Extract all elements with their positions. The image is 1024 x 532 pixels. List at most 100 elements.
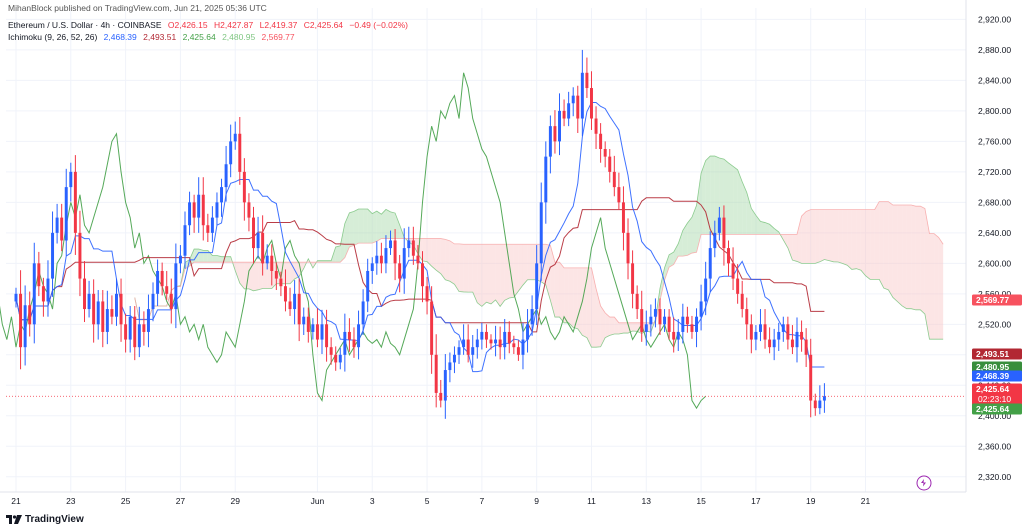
price-badge-label: 2,468.39 [976,371,1009,381]
candle-body [644,324,648,332]
cloud-segment [728,162,734,235]
candle-body [480,331,484,340]
cloud-segment [929,233,935,340]
candle-body [813,400,817,409]
cloud-segment [582,267,587,338]
candle-body [238,133,242,172]
candle-body [571,95,575,104]
cloud-segment [746,192,752,235]
cloud-segment [701,160,706,235]
close-value: C2,425.64 [303,20,344,30]
candle-body [83,278,86,310]
candle-body [379,255,383,264]
candle-body [124,324,128,340]
indicator-name: Ichimoku (9, 26, 52, 26) [8,32,98,42]
tradingview-brand[interactable]: TradingView [6,514,84,525]
y-tick-label: 2,320.00 [978,472,1011,482]
candle-body [402,248,406,279]
candle-body [361,301,365,325]
y-tick-label: 2,360.00 [978,441,1011,451]
candle-body [297,293,301,325]
candle-body [64,187,68,241]
candle-body [585,72,589,89]
cloud-segment [280,262,286,284]
cloud-segment [819,209,825,262]
y-tick-label: 2,400.00 [978,411,1011,421]
cloud-segment [550,245,555,318]
cloud-segment [372,211,377,244]
tradingview-logo-icon [6,514,22,524]
x-tick-label: 23 [66,496,76,506]
cloud-segment [390,211,396,239]
y-tick-label: 2,720.00 [978,167,1011,177]
y-tick-label: 2,560.00 [978,289,1011,299]
candle-body [503,331,507,348]
cloud-segment [586,267,592,348]
cloud-segment [614,317,619,335]
cloud-segment [385,209,391,239]
candle-body [663,316,667,325]
candle-body [197,194,201,218]
y-tick-label: 2,800.00 [978,106,1011,116]
candle-body [777,331,781,340]
symbol-legend[interactable]: Ethereum / U.S. Dollar · 4h · COINBASE O… [8,20,412,30]
candle-body [763,324,767,340]
candle-body [603,149,607,157]
cloud-segment [751,208,756,235]
cloud-segment [239,262,245,289]
cloud-segment [605,312,610,338]
cloud-segment [783,234,788,248]
candle-body [708,248,712,279]
indicator-legend[interactable]: Ichimoku (9, 26, 52, 26) 2,468.39 2,493.… [8,32,299,42]
candle-body [119,293,123,325]
cloud-segment [806,209,811,264]
candle-body [704,278,708,302]
x-tick-label: Jun [311,496,325,506]
x-tick-label: 3 [370,496,375,506]
candle-body [151,293,155,310]
candle-body [713,232,717,249]
candle-body [599,133,603,150]
candle-body [717,217,721,233]
senkou-b-value: 2,569.77 [261,32,295,42]
candle-body [73,171,77,233]
kijun-value: 2,493.51 [143,32,177,42]
candle-body [37,263,41,287]
candle-body [110,309,114,317]
cloud-segment [527,244,533,280]
y-tick-label: 2,920.00 [978,14,1011,24]
candle-body [507,331,511,344]
cloud-segment [573,267,578,329]
kijun-sen-line [15,197,825,333]
candle-body [457,347,461,355]
cloud-segment [682,223,688,257]
candle-body [192,202,196,218]
tenkan-sen-line [15,102,825,373]
candle-body [690,324,694,332]
candle-body [306,316,310,332]
candle-body [288,301,292,310]
candle-body [731,263,735,279]
change-value: −0.49 (−0.02%) [349,20,409,30]
senkou-a-value: 2,480.95 [222,32,256,42]
cloud-segment [486,244,491,304]
cloud-segment [258,262,263,290]
cloud-segment [714,156,720,235]
cloud-segment [431,238,437,271]
candle-body [539,202,543,264]
cloud-segment [253,262,259,291]
cloud-segment [376,211,382,242]
candle-body [69,171,73,188]
cloud-segment [294,262,300,279]
cloud-segment [842,209,848,266]
cloud-segment [824,209,829,261]
candle-body [681,316,685,332]
candle-body [672,331,676,340]
cloud-segment [838,209,843,264]
candle-body [320,324,324,340]
cloud-segment [810,209,816,264]
cloud-segment [449,240,455,285]
cloud-segment [299,262,304,277]
cloud-segment [235,262,240,284]
